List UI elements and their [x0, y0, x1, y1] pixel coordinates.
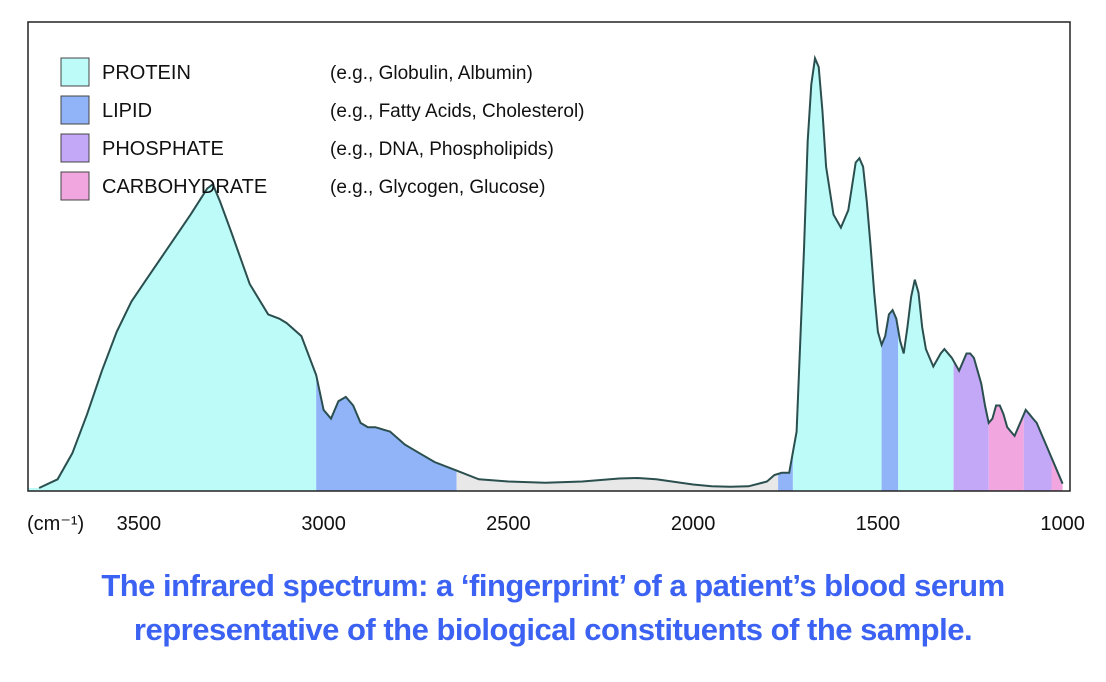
infrared-spectrum-chart: PROTEIN (e.g., Globulin, Albumin) LIPID (e.…	[27, 21, 1085, 535]
legend-label-carbohydrate: CARBOHYDRATE	[102, 176, 267, 198]
plot-frame	[27, 21, 1071, 492]
x-tick-label-1500: 1500	[856, 513, 901, 535]
legend-label-phosphate: PHOSPHATE	[102, 138, 224, 160]
legend-swatch-phosphate	[60, 133, 90, 163]
x-tick-label-1000: 1000	[1040, 513, 1085, 535]
legend-swatch-carbohydrate	[60, 171, 90, 201]
legend-swatch-lipid	[60, 95, 90, 125]
legend-label-lipid: LIPID	[102, 100, 152, 122]
region-carbohydrate-8	[988, 405, 1024, 491]
legend-example-phosphate: (e.g., DNA, Phospholipids)	[330, 139, 554, 160]
region-protein-0	[28, 184, 317, 491]
region-lipid-3	[778, 452, 793, 491]
x-axis-unit-label: (cm⁻¹)	[27, 513, 84, 535]
region-protein-4	[792, 58, 882, 491]
legend-example-lipid: (e.g., Fatty Acids, Cholesterol)	[330, 101, 585, 122]
legend: PROTEIN (e.g., Globulin, Albumin) LIPID (e.…	[60, 57, 585, 201]
colored-regions	[28, 58, 1063, 491]
x-tick-label-2000: 2000	[671, 513, 716, 535]
caption-line-2: representative of the biological constit…	[133, 612, 973, 647]
legend-label-protein: PROTEIN	[102, 62, 191, 84]
legend-swatch-protein	[60, 57, 90, 87]
legend-example-protein: (e.g., Globulin, Albumin)	[330, 63, 533, 84]
spectrum-line	[38, 54, 1064, 489]
region-protein-6	[898, 279, 954, 491]
x-tick-label-3500: 3500	[117, 513, 162, 535]
caption-line-1: The infrared spectrum: a ‘fingerprint’ o…	[101, 568, 1005, 603]
region-phosphate-7	[953, 353, 989, 491]
region-phosphate-9	[1023, 409, 1052, 491]
x-tick-label-3000: 3000	[301, 513, 346, 535]
legend-example-carbohydrate: (e.g., Glycogen, Glucose)	[330, 177, 545, 198]
x-axis-ticks: 3500 3000 2500 2000 1500 1000	[117, 513, 1085, 535]
region-lipid-1	[316, 375, 457, 491]
x-tick-label-2500: 2500	[486, 513, 531, 535]
region-lipid-5	[881, 310, 899, 491]
